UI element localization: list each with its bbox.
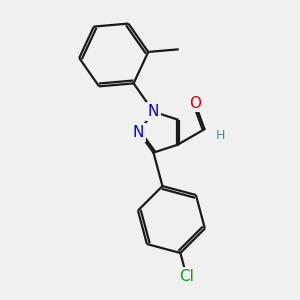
- Text: N: N: [133, 125, 144, 140]
- Text: Cl: Cl: [179, 269, 194, 284]
- Text: O: O: [189, 96, 201, 111]
- Text: H: H: [216, 129, 226, 142]
- Text: N: N: [148, 104, 159, 119]
